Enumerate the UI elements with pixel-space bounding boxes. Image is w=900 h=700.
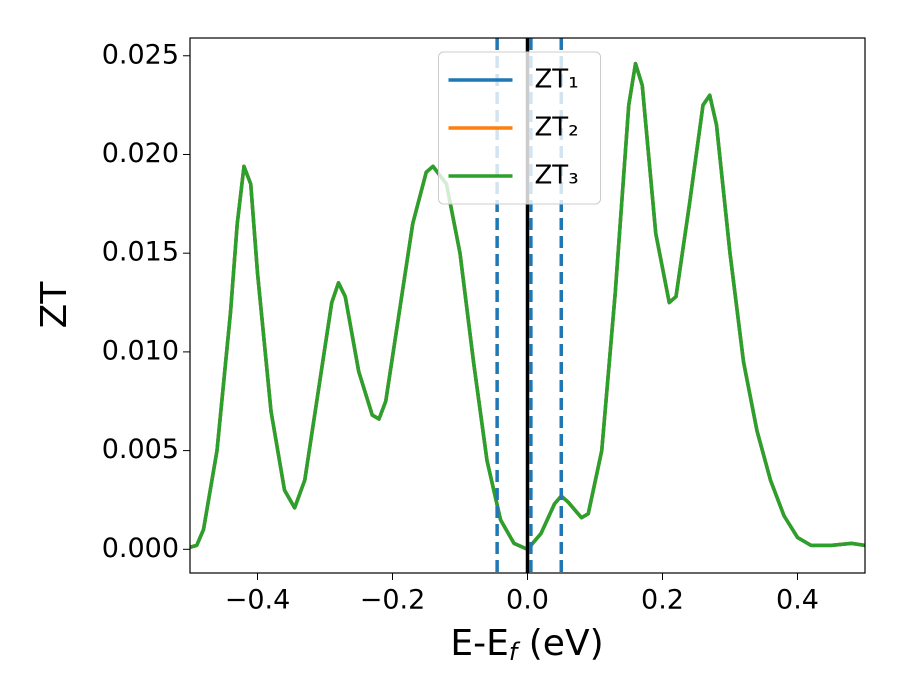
legend-label: ZT₃ [535,161,579,191]
y-tick-label: 0.020 [102,138,179,169]
x-tick-label: 0.4 [776,585,819,616]
plot-area [190,38,865,573]
plot-frame [189,37,866,574]
y-tick-label: 0.010 [102,335,179,366]
y-tick-label: 0.015 [102,237,179,268]
x-tick-label: −0.4 [225,585,291,616]
x-tick-label: 0.0 [506,585,549,616]
legend-label: ZT₁ [535,65,579,95]
legend-label: ZT₂ [535,113,579,143]
legend: ZT₁ ZT₂ ZT₃ [438,51,601,205]
series-line [190,61,865,552]
y-tick-label: 0.000 [102,533,179,564]
x-tick-label: −0.2 [360,585,426,616]
x-tick-label: 0.2 [641,585,684,616]
y-tick-label: 0.025 [102,39,179,70]
x-axis-label: E-Ef (eV) [450,623,603,666]
legend-box [438,51,601,205]
y-axis-label: ZT [34,281,75,329]
y-tick-label: 0.005 [102,434,179,465]
